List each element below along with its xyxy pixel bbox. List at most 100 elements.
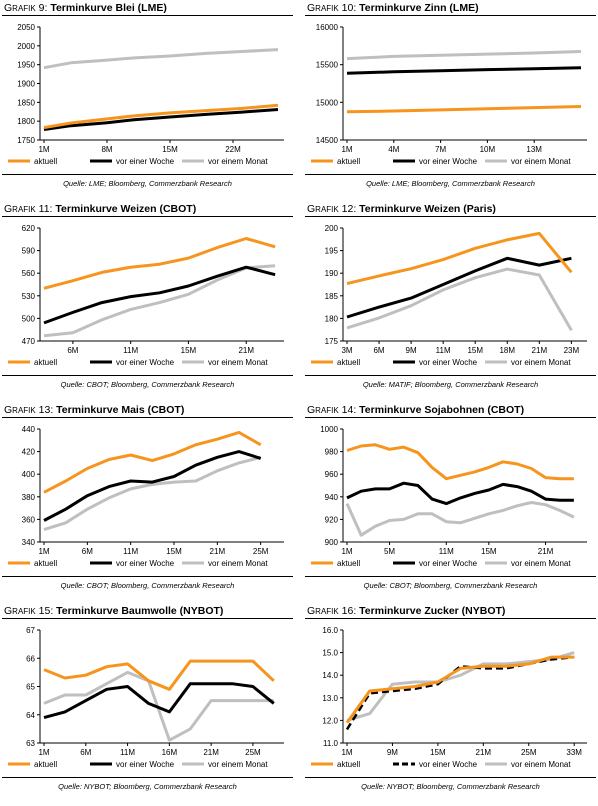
x-tick-label: 11M bbox=[120, 748, 135, 757]
series-line-aktuell bbox=[345, 655, 575, 724]
title-rule bbox=[2, 417, 293, 418]
x-tick-label: 25M bbox=[253, 547, 269, 556]
y-tick-label: 1900 bbox=[17, 80, 35, 89]
x-tick-label: 15M bbox=[481, 547, 497, 556]
x-tick-label: 21M bbox=[538, 547, 554, 556]
x-tick-label: 18M bbox=[499, 346, 515, 355]
x-tick-label: 1M bbox=[38, 547, 49, 556]
chart-panel: GRAFIK 10: Terminkurve Zinn (LME) Quelle:… bbox=[305, 2, 596, 203]
series-line-vor-einer-woche bbox=[43, 265, 276, 325]
legend-label: vor einer Woche bbox=[116, 760, 175, 769]
x-tick-label: 6M bbox=[67, 346, 78, 355]
y-tick-label: 180 bbox=[325, 314, 339, 323]
chart-title-text: Terminkurve Weizen (Paris) bbox=[359, 203, 496, 215]
x-tick-label: 21M bbox=[238, 346, 254, 355]
x-tick-label: 21M bbox=[476, 748, 492, 757]
y-tick-label: 560 bbox=[22, 269, 36, 278]
title-rule bbox=[305, 216, 596, 217]
y-tick-label: 15500 bbox=[316, 61, 339, 70]
source-rule bbox=[2, 576, 293, 577]
chart-panel: GRAFIK 11: Terminkurve Weizen (CBOT) Quel… bbox=[2, 203, 293, 404]
y-tick-label: 66 bbox=[26, 654, 35, 663]
legend-label: vor einem Monat bbox=[511, 157, 571, 166]
y-tick-label: 500 bbox=[22, 314, 36, 323]
chart-svg: 175 180 185 190 195 200 3M 6M 9M 11M 15M 18M 21M 23M a… bbox=[311, 224, 587, 367]
x-tick-label: 3M bbox=[341, 346, 352, 355]
series-line-vor-einem-monat bbox=[346, 267, 573, 331]
chart-source: Quelle: LME; Bloomberg, Commerzbank Rese… bbox=[366, 179, 535, 188]
title-rule bbox=[2, 15, 293, 16]
legend-label: vor einem Monat bbox=[511, 559, 571, 568]
chart-source: Quelle: CBOT; Bloomberg, Commerzbank Res… bbox=[363, 581, 538, 590]
x-tick-label: 9M bbox=[406, 346, 417, 355]
series-line-vor-einer-woche bbox=[346, 66, 582, 75]
chart-number: GRAFIK 12: bbox=[307, 203, 360, 215]
chart-svg: 470 500 530 560 590 620 6M 11M 15M 21M aktuell vor … bbox=[8, 224, 284, 367]
x-tick-label: 10M bbox=[480, 145, 496, 154]
x-tick-label: 13M bbox=[526, 145, 542, 154]
y-tick-label: 200 bbox=[325, 224, 339, 233]
series-line-aktuell bbox=[346, 231, 573, 286]
source-rule bbox=[305, 777, 596, 778]
y-tick-label: 175 bbox=[325, 337, 339, 346]
series-line-vor-einer-woche bbox=[346, 256, 572, 319]
x-tick-label: 6M bbox=[80, 748, 91, 757]
series-line-vor-einem-monat bbox=[346, 50, 582, 61]
series-line-vor-einer-woche bbox=[345, 655, 575, 731]
x-tick-label: 7M bbox=[435, 145, 446, 154]
legend-label: vor einem Monat bbox=[511, 358, 571, 367]
title-rule bbox=[305, 15, 596, 16]
y-tick-label: 960 bbox=[325, 470, 339, 479]
chart-title: GRAFIK 15: Terminkurve Baumwolle (NYBOT) bbox=[4, 605, 223, 617]
series-line-vor-einer-woche bbox=[43, 108, 279, 131]
y-tick-label: 400 bbox=[22, 470, 36, 479]
x-tick-label: 1M bbox=[38, 748, 49, 757]
legend-label: aktuell bbox=[34, 157, 57, 166]
x-tick-label: 15M bbox=[430, 748, 446, 757]
chart-source: Quelle: NYBOT; Bloomberg, Commerzbank Re… bbox=[361, 782, 540, 791]
y-tick-label: 530 bbox=[22, 292, 36, 301]
legend-label: vor einer Woche bbox=[116, 559, 175, 568]
x-tick-label: 21M bbox=[532, 346, 548, 355]
y-tick-label: 900 bbox=[325, 538, 339, 547]
series-line-vor-einer-woche bbox=[43, 682, 275, 720]
y-tick-label: 63 bbox=[26, 739, 35, 748]
series-line-aktuell bbox=[346, 105, 582, 114]
chart-source: Quelle: LME; Bloomberg, Commerzbank Rese… bbox=[63, 179, 232, 188]
chart-source: Quelle: CBOT; Bloomberg, Commerzbank Res… bbox=[60, 581, 235, 590]
x-tick-label: 15M bbox=[467, 346, 483, 355]
x-tick-label: 6M bbox=[82, 547, 93, 556]
chart-number: GRAFIK 15: bbox=[4, 605, 57, 617]
chart-panel: GRAFIK 15: Terminkurve Baumwolle (NYBOT)… bbox=[2, 605, 293, 806]
y-tick-label: 2000 bbox=[17, 42, 35, 51]
legend-label: aktuell bbox=[337, 559, 360, 568]
y-tick-label: 14500 bbox=[316, 136, 339, 145]
y-tick-label: 360 bbox=[22, 515, 36, 524]
x-tick-label: 11M bbox=[436, 346, 451, 355]
source-rule bbox=[305, 174, 596, 175]
y-tick-label: 340 bbox=[22, 538, 36, 547]
x-tick-label: 25M bbox=[521, 748, 537, 757]
legend-label: aktuell bbox=[34, 358, 57, 367]
chart-number: GRAFIK 10: bbox=[307, 2, 360, 14]
series-line-vor-einem-monat bbox=[43, 264, 276, 338]
title-rule bbox=[305, 618, 596, 619]
y-tick-label: 420 bbox=[22, 448, 36, 457]
chart-title-text: Terminkurve Mais (CBOT) bbox=[56, 404, 185, 416]
y-tick-label: 13.0 bbox=[322, 694, 338, 703]
legend-label: aktuell bbox=[337, 760, 360, 769]
series-line-vor-einem-monat bbox=[43, 455, 262, 532]
y-tick-label: 470 bbox=[22, 337, 36, 346]
chart-number: GRAFIK 13: bbox=[4, 404, 57, 416]
y-tick-label: 67 bbox=[26, 626, 35, 635]
legend-label: aktuell bbox=[34, 559, 57, 568]
source-rule bbox=[305, 375, 596, 376]
x-tick-label: 22M bbox=[225, 145, 241, 154]
legend-label: aktuell bbox=[337, 157, 360, 166]
x-tick-label: 16M bbox=[162, 748, 178, 757]
chart-title: GRAFIK 10: Terminkurve Zinn (LME) bbox=[307, 2, 479, 14]
legend-label: vor einer Woche bbox=[419, 157, 478, 166]
chart-svg: 340 360 380 400 420 440 1M 6M 11M 15M 21M 25M aktuel… bbox=[8, 425, 284, 568]
source-rule bbox=[305, 576, 596, 577]
y-tick-label: 195 bbox=[325, 247, 339, 256]
